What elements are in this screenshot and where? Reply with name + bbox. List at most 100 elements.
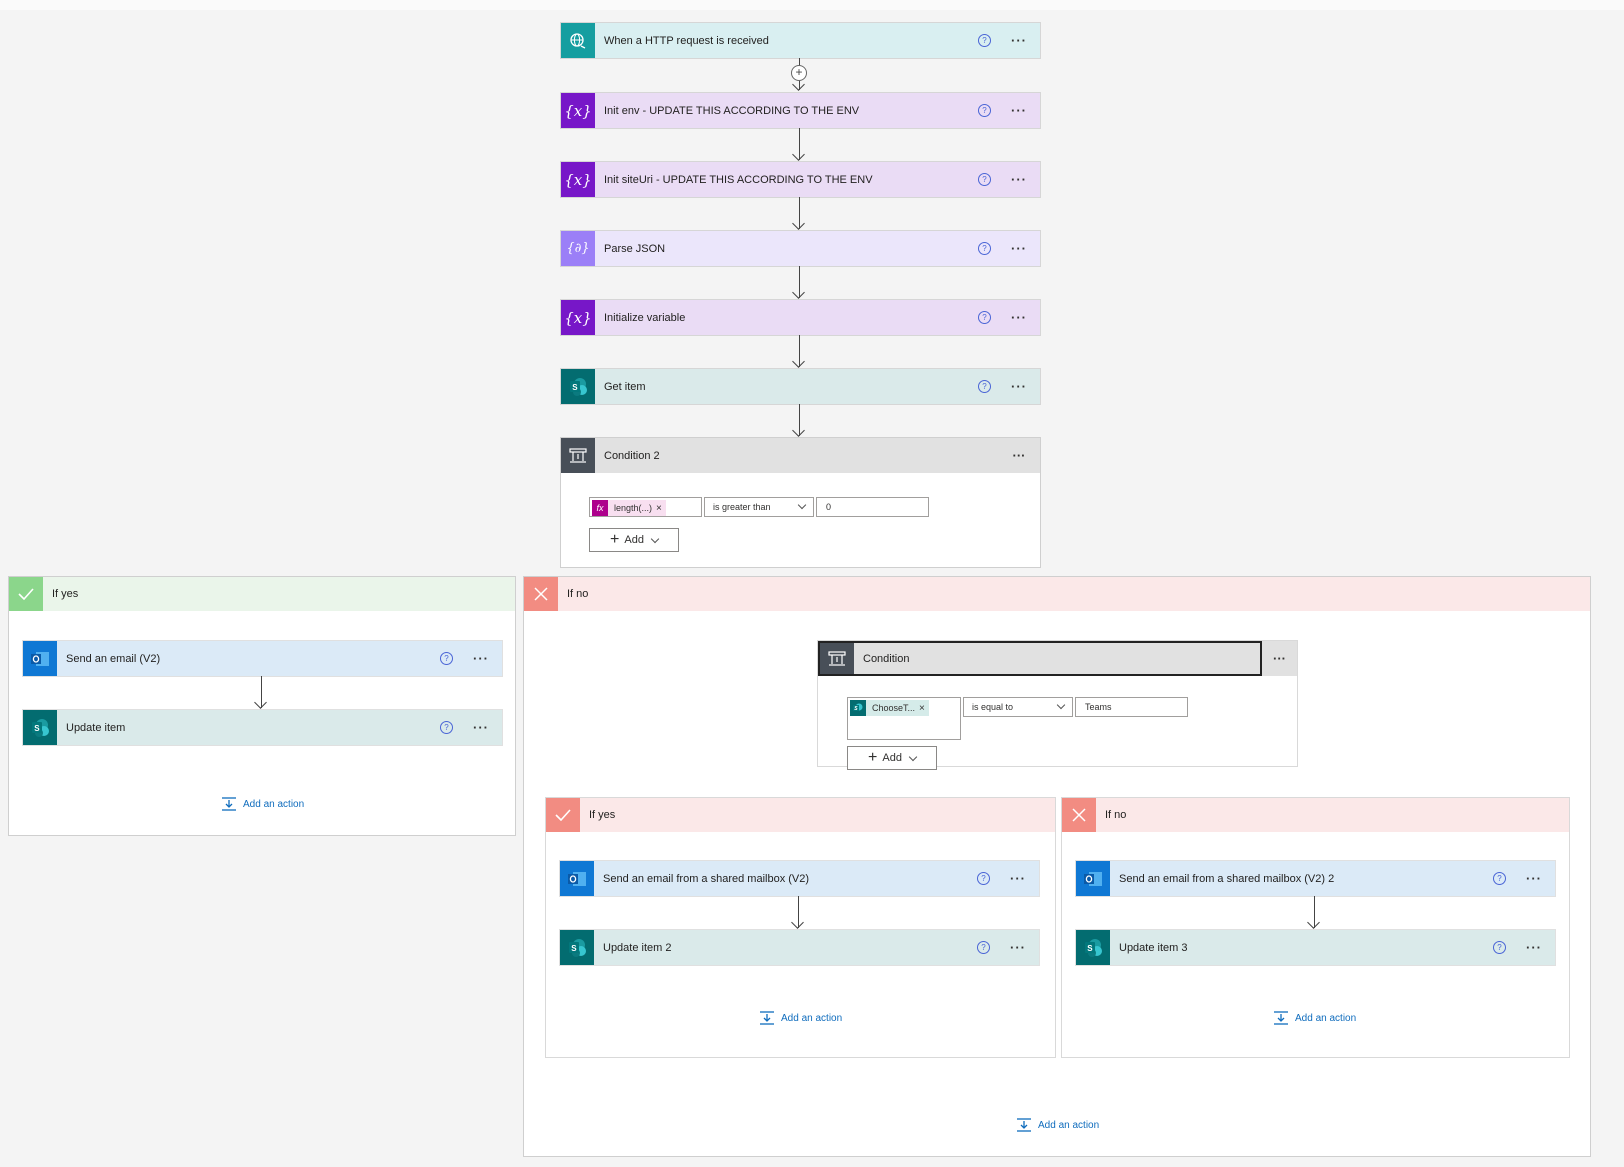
help-icon[interactable]: ? <box>977 941 990 954</box>
add-row-button[interactable]: + Add <box>589 528 679 552</box>
help-icon[interactable]: ? <box>978 242 991 255</box>
help-icon[interactable]: ? <box>978 173 991 186</box>
remove-token-icon[interactable]: × <box>656 502 662 514</box>
add-action-label: Add an action <box>1295 1012 1357 1024</box>
add-action-icon <box>1273 1011 1289 1025</box>
chevron-down-icon <box>1056 700 1066 710</box>
condition-operand-field[interactable]: fx length(...) × <box>589 497 702 517</box>
svg-text:S: S <box>571 944 577 953</box>
update-item-card[interactable]: S Update item ? ··· <box>23 710 502 745</box>
if-no-header[interactable]: If no <box>524 577 1590 611</box>
variable-icon: {x} <box>561 300 595 335</box>
condition-header[interactable]: Condition <box>818 641 1262 676</box>
parse-json-card[interactable]: {∂} Parse JSON ? ··· <box>561 231 1040 266</box>
help-icon[interactable]: ? <box>1493 941 1506 954</box>
if-yes-header[interactable]: If yes <box>9 577 515 611</box>
condition-icon <box>820 643 854 674</box>
more-options-icon[interactable]: ··· <box>1011 103 1027 118</box>
step-title: Update item 3 <box>1119 941 1188 954</box>
condition-card[interactable]: Condition ··· S ChooseT... × is equal to… <box>818 641 1297 770</box>
update-item-3-card[interactable]: S Update item 3 ? ··· <box>1076 930 1555 965</box>
help-icon[interactable]: ? <box>978 311 991 324</box>
step-title: Parse JSON <box>604 242 666 255</box>
more-options-icon[interactable]: ··· <box>1012 448 1026 463</box>
variable-icon: {x} <box>561 93 595 128</box>
more-options-icon[interactable]: ··· <box>1273 651 1286 666</box>
more-options-icon[interactable]: ··· <box>1011 379 1027 394</box>
add-action-link[interactable]: Add an action <box>1016 1118 1099 1132</box>
condition-value-input[interactable]: Teams <box>1075 697 1188 717</box>
help-icon[interactable]: ? <box>977 872 990 885</box>
add-action-link[interactable]: Add an action <box>1273 1011 1356 1025</box>
connector-arrow <box>790 404 810 438</box>
add-action-link[interactable]: Add an action <box>759 1011 842 1025</box>
init-env-card[interactable]: {x} Init env - UPDATE THIS ACCORDING TO … <box>561 93 1040 128</box>
sharepoint-icon: S <box>1076 930 1110 965</box>
svg-text:S: S <box>1087 944 1093 953</box>
step-title: Init siteUri - UPDATE THIS ACCORDING TO … <box>604 173 873 186</box>
add-action-link[interactable]: Add an action <box>221 797 304 811</box>
sharepoint-icon: S <box>561 369 595 404</box>
add-row-button[interactable]: + Add <box>847 746 937 770</box>
outer-if-no-branch: If no Condition ··· S ChooseT... × is eq… <box>524 577 1590 1156</box>
branch-title: If no <box>1105 809 1127 821</box>
send-email-card[interactable]: Send an email (V2) ? ··· <box>23 641 502 676</box>
more-options-icon[interactable]: ··· <box>1011 310 1027 325</box>
send-shared-email-2-card[interactable]: Send an email from a shared mailbox (V2)… <box>1076 861 1555 896</box>
add-action-icon <box>759 1011 775 1025</box>
http-trigger-card[interactable]: When a HTTP request is received ? ··· <box>561 23 1040 58</box>
more-options-icon[interactable]: ··· <box>473 651 489 666</box>
help-icon[interactable]: ? <box>1493 872 1506 885</box>
more-options-icon[interactable]: ··· <box>1010 940 1026 955</box>
more-options-icon[interactable]: ··· <box>1526 940 1542 955</box>
variable-icon: {x} <box>561 162 595 197</box>
connector-arrow <box>252 676 272 710</box>
condition-2-header[interactable]: Condition 2 ··· <box>561 438 1040 473</box>
operator-select[interactable]: is greater than <box>704 497 814 517</box>
outlook-icon <box>23 641 57 676</box>
condition-value-input[interactable]: 0 <box>816 497 929 517</box>
insert-step-icon[interactable]: + <box>791 65 807 81</box>
if-no-header[interactable]: If no <box>1062 798 1569 832</box>
branch-title: If yes <box>589 809 616 821</box>
condition-operand-field[interactable]: S ChooseT... × <box>847 697 961 740</box>
expression-token[interactable]: fx length(...) × <box>592 500 666 516</box>
send-shared-email-card[interactable]: Send an email from a shared mailbox (V2)… <box>560 861 1039 896</box>
more-options-icon[interactable]: ··· <box>1010 871 1026 886</box>
dynamic-content-token[interactable]: S ChooseT... × <box>850 700 929 716</box>
inner-if-no-branch: If no Send an email from a shared mailbo… <box>1062 798 1569 1057</box>
condition-2-card[interactable]: Condition 2 ··· fx length(...) × is grea… <box>561 438 1040 567</box>
more-options-icon[interactable]: ··· <box>1011 172 1027 187</box>
step-title: Get item <box>604 380 646 393</box>
plus-icon: + <box>610 531 620 548</box>
help-icon[interactable]: ? <box>440 721 453 734</box>
add-action-icon <box>221 797 237 811</box>
connector-arrow <box>790 266 810 300</box>
more-options-icon[interactable]: ··· <box>1011 33 1027 48</box>
chevron-down-icon <box>650 534 660 543</box>
add-button-label: Add <box>624 534 644 546</box>
add-action-label: Add an action <box>781 1012 843 1024</box>
more-options-icon[interactable]: ··· <box>1011 241 1027 256</box>
condition-more-area[interactable]: ··· <box>1262 641 1297 676</box>
chevron-down-icon <box>908 752 918 761</box>
more-options-icon[interactable]: ··· <box>1526 871 1542 886</box>
get-item-card[interactable]: S Get item ? ··· <box>561 369 1040 404</box>
remove-token-icon[interactable]: × <box>919 702 925 714</box>
check-icon <box>9 577 43 611</box>
if-yes-header[interactable]: If yes <box>546 798 1055 832</box>
update-item-2-card[interactable]: S Update item 2 ? ··· <box>560 930 1039 965</box>
help-icon[interactable]: ? <box>978 104 991 117</box>
help-icon[interactable]: ? <box>440 652 453 665</box>
help-icon[interactable]: ? <box>978 380 991 393</box>
operator-select[interactable]: is equal to <box>963 697 1073 717</box>
init-siteuri-card[interactable]: {x} Init siteUri - UPDATE THIS ACCORDING… <box>561 162 1040 197</box>
outlook-icon <box>1076 861 1110 896</box>
initialize-variable-card[interactable]: {x} Initialize variable ? ··· <box>561 300 1040 335</box>
connector-arrow <box>790 128 810 162</box>
more-options-icon[interactable]: ··· <box>473 720 489 735</box>
help-icon[interactable]: ? <box>978 34 991 47</box>
condition-title: Condition 2 <box>604 449 660 462</box>
add-action-icon <box>1016 1118 1032 1132</box>
top-band <box>0 0 1624 10</box>
